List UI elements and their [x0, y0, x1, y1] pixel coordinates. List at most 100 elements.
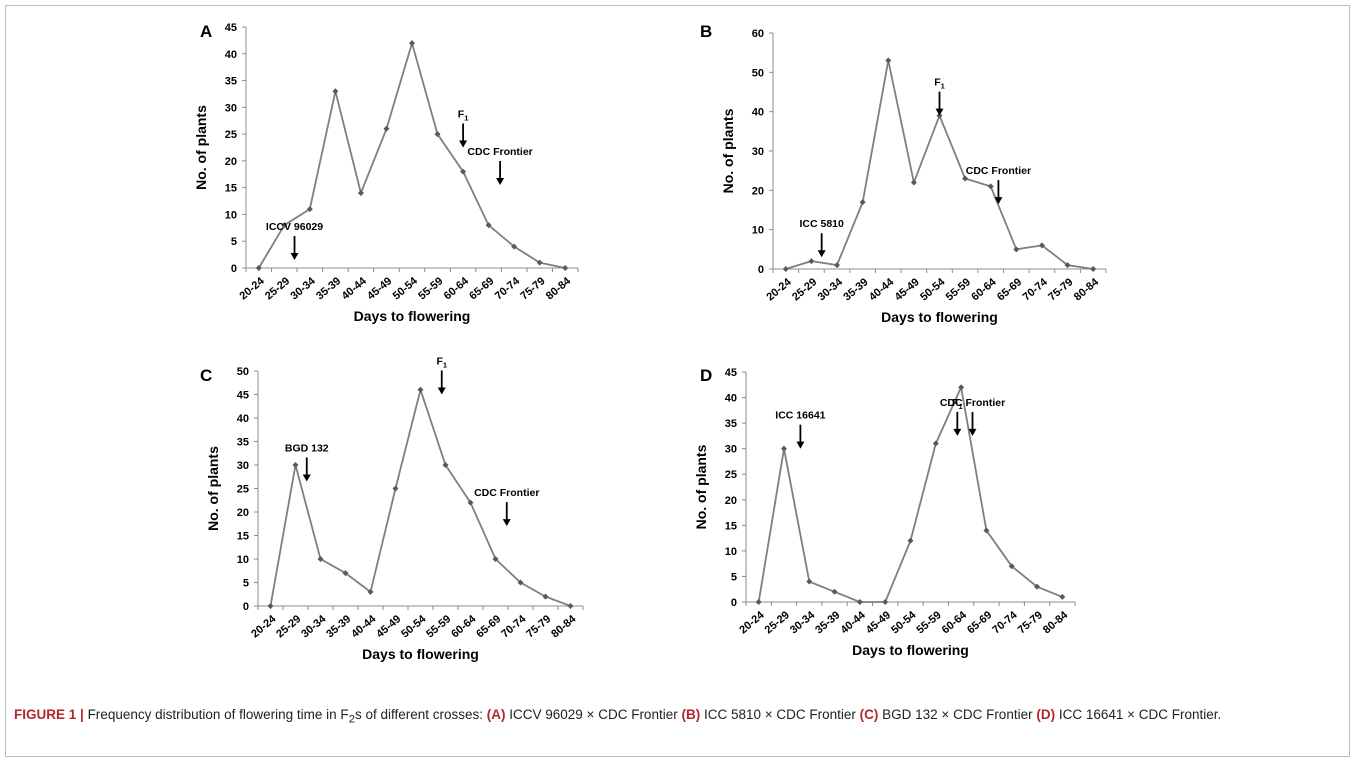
x-tick-label: 65-69 — [474, 613, 503, 640]
y-tick-label: 25 — [225, 129, 237, 141]
annotation-label: CDC Frontier — [966, 165, 1031, 177]
y-tick-label: 50 — [752, 67, 764, 79]
x-axis-title: Days to flowering — [852, 642, 969, 658]
y-tick-label: 10 — [752, 225, 764, 237]
data-point — [442, 462, 449, 468]
x-tick-label: 60-64 — [969, 276, 999, 304]
data-point — [417, 386, 424, 393]
x-tick-label: 75-79 — [1016, 609, 1045, 636]
caption-text: Frequency distribution of flowering time… — [87, 707, 1222, 726]
y-tick-label: 20 — [237, 507, 249, 519]
data-point — [317, 556, 324, 562]
caption-run: ICCV 96029 × CDC Frontier — [505, 707, 682, 722]
data-point — [332, 88, 339, 95]
data-point — [932, 440, 939, 447]
y-tick-label: 10 — [225, 209, 237, 221]
x-tick-label: 40-44 — [349, 613, 379, 641]
y-tick-label: 30 — [752, 146, 764, 158]
data-point — [907, 537, 914, 544]
annotation-arrowhead — [290, 252, 299, 260]
x-tick-label: 30-34 — [299, 613, 329, 641]
data-point — [409, 40, 415, 47]
x-tick-label: 80-84 — [1041, 609, 1071, 637]
x-tick-label: 55-59 — [944, 276, 973, 303]
y-tick-label: 40 — [725, 393, 737, 405]
data-point — [834, 262, 841, 269]
caption-run: (A) — [486, 707, 506, 722]
y-tick-label: 45 — [225, 22, 237, 34]
data-point — [357, 190, 364, 197]
y-tick-label: 15 — [725, 520, 737, 532]
data-point — [1064, 262, 1071, 269]
y-axis-title: No. of plants — [193, 105, 209, 190]
data-point — [562, 265, 569, 271]
x-tick-label: 75-79 — [1046, 276, 1075, 303]
y-tick-label: 15 — [237, 531, 249, 543]
annotation-arrowhead — [817, 250, 826, 258]
y-tick-label: 30 — [237, 460, 249, 472]
data-point — [987, 183, 994, 190]
x-tick-label: 50-54 — [399, 613, 429, 641]
caption-run: (B) — [681, 707, 701, 722]
x-tick-label: 35-39 — [841, 276, 870, 303]
data-point — [780, 445, 787, 452]
y-tick-label: 5 — [231, 236, 237, 248]
data-point — [434, 131, 441, 138]
x-tick-label: 75-79 — [518, 275, 547, 302]
annotation-label: CDC Frontier — [474, 487, 539, 499]
annotation-arrowhead — [968, 428, 977, 436]
y-tick-label: 25 — [725, 469, 737, 481]
caption-run: (D) — [1036, 707, 1056, 722]
x-tick-label: 65-69 — [467, 275, 496, 302]
x-tick-label: 60-64 — [940, 609, 970, 637]
caption-run: Frequency distribution of flowering time… — [87, 707, 349, 722]
x-tick-label: 60-64 — [449, 613, 479, 641]
y-tick-label: 40 — [225, 49, 237, 61]
x-tick-label: 80-84 — [1072, 276, 1102, 304]
figure-charts: A05101520253035404520-2425-2930-3435-394… — [193, 22, 1107, 662]
x-tick-label: 25-29 — [763, 609, 792, 636]
y-axis-title: No. of plants — [205, 446, 221, 531]
x-tick-label: 45-49 — [374, 613, 403, 640]
annotation-label: F1 — [934, 77, 945, 91]
annotation-label: F1 — [436, 356, 447, 370]
annotation-arrowhead — [496, 177, 505, 185]
panel-letter: C — [200, 366, 212, 385]
annotation-arrowhead — [437, 387, 446, 395]
data-point — [859, 199, 866, 206]
y-axis-title: No. of plants — [720, 108, 736, 193]
data-point — [885, 57, 892, 64]
data-point — [1090, 266, 1097, 272]
data-point — [536, 259, 543, 266]
data-point — [492, 556, 499, 562]
chart-panel-d: D05101520253035404520-2425-2930-3435-394… — [693, 366, 1076, 658]
y-tick-label: 25 — [237, 484, 249, 496]
data-point — [1059, 593, 1066, 600]
figure-caption: FIGURE 1 | Frequency distribution of flo… — [14, 705, 1339, 730]
caption-run: ICC 16641 × CDC Frontier. — [1055, 707, 1222, 722]
y-tick-label: 30 — [725, 444, 737, 456]
annotation-arrowhead — [953, 428, 962, 436]
x-tick-label: 70-74 — [499, 613, 529, 641]
annotation-label: CDC Frontier — [467, 146, 532, 158]
y-tick-label: 35 — [225, 76, 237, 88]
x-tick-label: 70-74 — [990, 609, 1020, 637]
y-tick-label: 20 — [752, 185, 764, 197]
y-tick-label: 60 — [752, 28, 764, 40]
data-point — [755, 599, 762, 605]
y-tick-label: 35 — [725, 418, 737, 430]
y-tick-label: 0 — [231, 263, 237, 275]
x-tick-label: 45-49 — [365, 275, 394, 302]
y-tick-label: 0 — [731, 597, 737, 609]
x-tick-label: 30-34 — [289, 275, 319, 303]
data-point — [460, 168, 467, 175]
annotation-label: ICC 5810 — [799, 218, 844, 230]
data-point — [1034, 583, 1041, 590]
data-point — [983, 527, 990, 534]
x-axis-title: Days to flowering — [354, 308, 471, 324]
y-tick-label: 20 — [725, 495, 737, 507]
x-tick-label: 45-49 — [864, 609, 893, 636]
x-tick-label: 35-39 — [314, 275, 343, 302]
data-point — [485, 222, 492, 229]
y-tick-label: 15 — [225, 183, 237, 195]
